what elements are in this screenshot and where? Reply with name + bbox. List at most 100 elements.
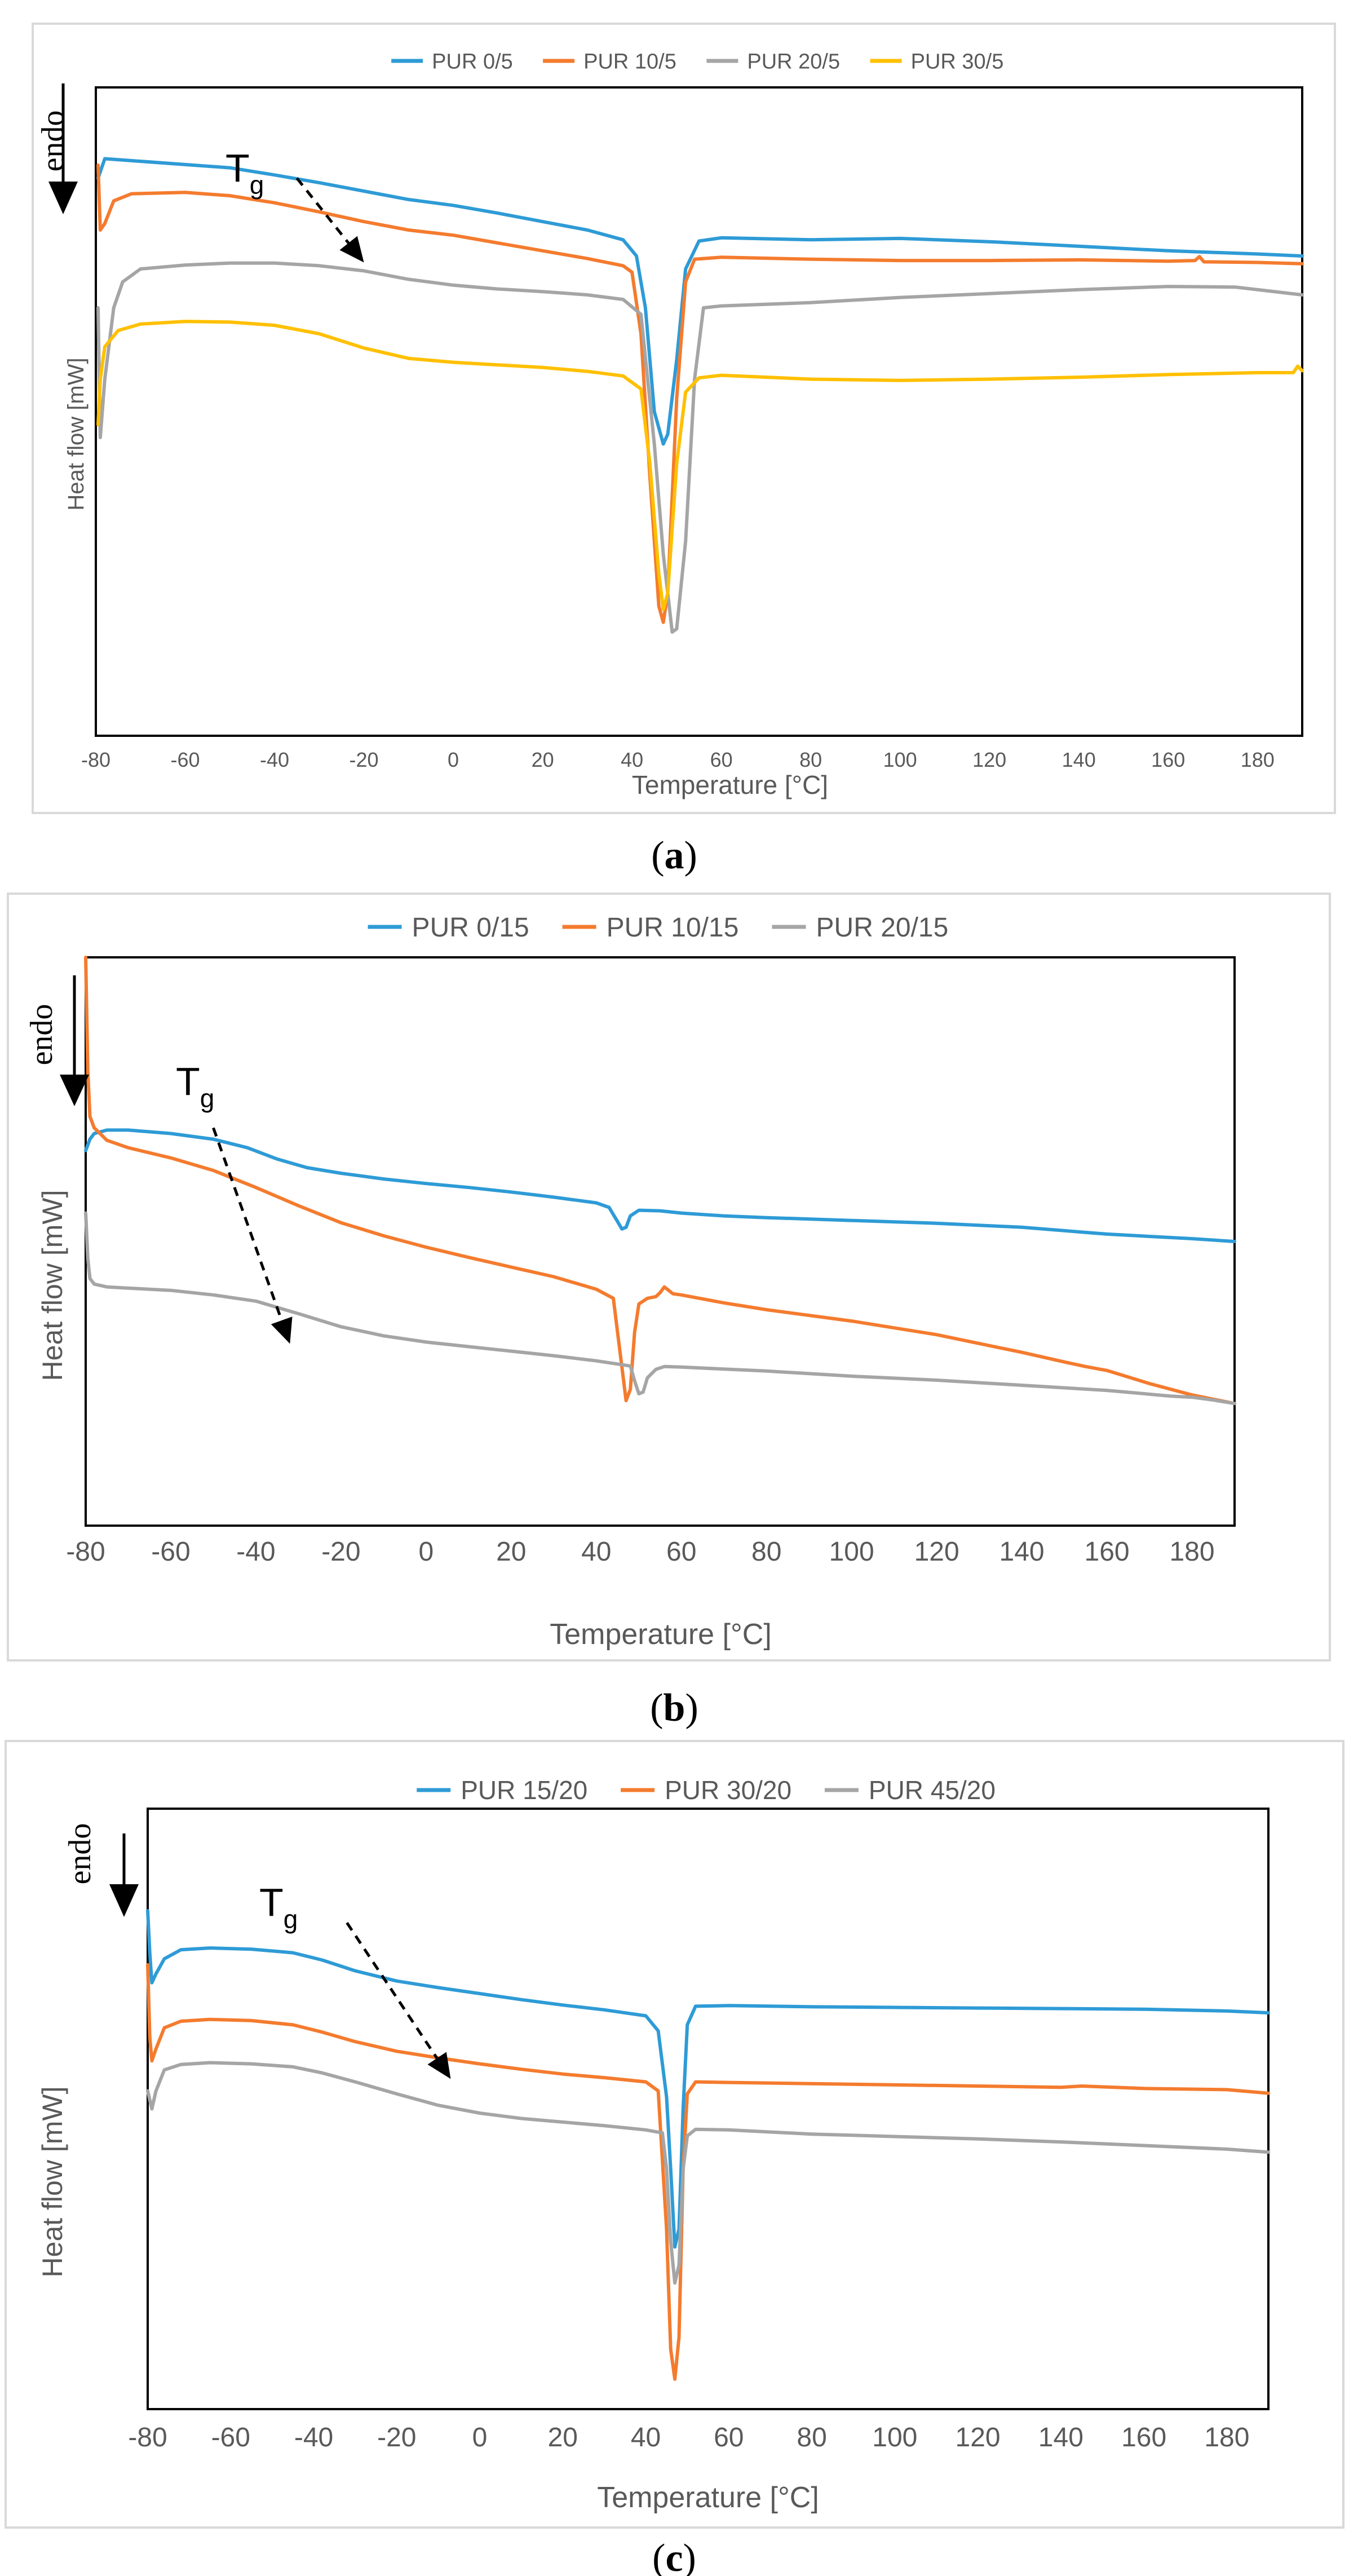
chart-c-x-tick-label: 0 xyxy=(472,2423,488,2453)
chart-c-x-tick-label: -40 xyxy=(294,2423,333,2453)
chart-b-x-tick-label: 80 xyxy=(751,1537,781,1567)
chart-a-x-axis-label: Temperature [°C] xyxy=(632,770,828,799)
caption-c-letter: c xyxy=(665,2537,683,2576)
chart-b-x-tick-label: 160 xyxy=(1085,1537,1130,1567)
chart-b-x-tick-label: 40 xyxy=(581,1537,611,1567)
chart-b-x-tick-label: 60 xyxy=(666,1537,696,1567)
chart-b-x-tick-label: -60 xyxy=(151,1537,190,1567)
chart-b-series-line-3 xyxy=(84,1211,1236,1406)
chart-a-plot-area xyxy=(95,86,1303,737)
chart-c-tg-label: Tg xyxy=(259,1880,298,1934)
chart-c-plot-area xyxy=(147,1808,1270,2410)
chart-c-endo-marker: endo xyxy=(63,1823,139,1917)
chart-b-endo-arrow-head xyxy=(60,1075,89,1106)
chart-b-plot-area xyxy=(85,956,1236,1527)
chart-b-x-tick-label: -20 xyxy=(321,1537,360,1567)
chart-c-series-line-1 xyxy=(146,1909,1270,2249)
chart-c-y-axis-label: Heat flow [mW] xyxy=(37,2087,68,2278)
chart-a-x-tick-label: 180 xyxy=(1241,748,1275,771)
chart-a-endo-label: endo xyxy=(36,111,70,172)
chart-c-x-tick-label: 40 xyxy=(631,2423,661,2453)
chart-b-tg-arrow-line xyxy=(212,1127,283,1321)
chart-a-x-tick-label: 100 xyxy=(883,748,917,771)
chart-b-y-axis-label: Heat flow [mW] xyxy=(37,1190,68,1381)
chart-c-tg-subscript: g xyxy=(284,1905,298,1934)
chart-a-x-tick-label: 80 xyxy=(799,748,822,771)
chart-c-x-tick-label: 80 xyxy=(797,2423,826,2453)
panel-a: -80 -60 -40 -20 0 20 40 60 80 100 120 140 160 180 PUR… xyxy=(32,23,1336,877)
chart-c-legend-label-1: PUR 15/20 xyxy=(461,1775,587,1805)
chart-b-x-tick-label: 100 xyxy=(829,1537,874,1567)
chart-a-x-tick-label: -20 xyxy=(350,748,379,771)
chart-a-x-tick-label: 40 xyxy=(621,748,643,771)
chart-c-x-tick-label: 160 xyxy=(1121,2423,1166,2453)
chart-c-endo-arrow-head xyxy=(109,1884,139,1917)
chart-c-tg-arrow-line xyxy=(346,1921,439,2059)
chart-c-series-line-2 xyxy=(146,1963,1270,2381)
chart-a-x-tick-label: 140 xyxy=(1062,748,1096,771)
chart-a-legend-label-3: PUR 20/5 xyxy=(747,50,840,73)
caption-b-letter: b xyxy=(664,1686,685,1730)
chart-b-x-tick-label: 140 xyxy=(999,1537,1045,1567)
chart-b-endo-label: endo xyxy=(24,1004,59,1066)
chart-b-x-tick-label: 0 xyxy=(419,1537,434,1567)
chart-a-x-tick-label: 0 xyxy=(448,748,459,771)
chart-b-tg-arrow-head xyxy=(271,1316,293,1344)
chart-c-x-tick-label: 140 xyxy=(1038,2423,1083,2453)
chart-b-tg-label: Tg xyxy=(176,1059,214,1113)
chart-a-x-tick-label: -60 xyxy=(171,748,200,771)
chart-a-endo-marker: endo xyxy=(36,83,78,214)
chart-c-x-tick-label: -60 xyxy=(211,2423,250,2453)
chart-b-legend-label-2: PUR 10/15 xyxy=(607,913,739,943)
chart-a-x-tick-label: 160 xyxy=(1151,748,1185,771)
chart-c-tg-main: T xyxy=(259,1880,284,1924)
chart-b-legend-label-1: PUR 0/15 xyxy=(412,913,529,943)
chart-c-x-tick-label: -80 xyxy=(128,2423,167,2453)
chart-a-tg-subscript: g xyxy=(250,170,264,200)
chart-b-x-tick-label: -80 xyxy=(66,1537,105,1567)
chart-a-endo-arrow-head xyxy=(48,182,78,214)
chart-a-x-tick-label: -40 xyxy=(260,748,289,771)
chart-c-tg-arrow-head xyxy=(427,2052,451,2079)
chart-a-series-line-2 xyxy=(96,164,1304,624)
chart-a-series-line-1 xyxy=(96,157,1304,446)
chart-c-series-line-3 xyxy=(146,2061,1270,2285)
chart-b-tg-subscript: g xyxy=(200,1084,215,1113)
chart-b-x-tick-label: 120 xyxy=(914,1537,959,1567)
chart-b-series-line-2 xyxy=(84,956,1236,1406)
caption-b: (b) xyxy=(650,1686,698,1730)
panel-b: -80 -60 -40 -20 0 20 40 60 80 100 120 140 160 180 PUR… xyxy=(7,892,1331,1730)
chart-a-x-tick-label: 120 xyxy=(972,748,1006,771)
chart-a-x-tick-label: 20 xyxy=(532,748,554,771)
panel-c: -80 -60 -40 -20 0 20 40 60 80 100 120 140 160 180 PUR… xyxy=(5,1740,1344,2576)
chart-a-y-axis-label: Heat flow [mW] xyxy=(64,357,89,510)
chart-c-legend-label-3: PUR 45/20 xyxy=(869,1775,996,1805)
chart-a-tg-arrow-head xyxy=(339,236,364,263)
chart-a-legend-label-1: PUR 0/5 xyxy=(432,50,513,73)
chart-c-endo-label: endo xyxy=(63,1823,98,1885)
chart-c-legend-label-2: PUR 30/20 xyxy=(665,1775,791,1805)
caption-a: (a) xyxy=(651,834,697,877)
chart-c-x-axis-label: Temperature [°C] xyxy=(597,2481,819,2514)
caption-c: (c) xyxy=(652,2537,696,2576)
chart-a-legend-label-2: PUR 10/5 xyxy=(583,50,676,73)
chart-b-tg-main: T xyxy=(176,1059,200,1103)
chart-c-x-tick-label: 20 xyxy=(548,2423,578,2453)
chart-a-tg-arrow-line xyxy=(295,177,350,244)
chart-a-series-line-3 xyxy=(96,261,1304,634)
chart-b-series-line-1 xyxy=(84,1128,1236,1243)
chart-b-legend-label-3: PUR 20/15 xyxy=(816,913,949,943)
chart-a-x-tick-label: -80 xyxy=(81,748,110,771)
chart-a-tg-label: Tg xyxy=(225,146,264,200)
chart-b-x-tick-label: 180 xyxy=(1169,1537,1214,1567)
caption-a-letter: a xyxy=(665,834,684,877)
chart-c-x-tick-label: 60 xyxy=(714,2423,744,2453)
chart-c-x-tick-label: 100 xyxy=(872,2423,917,2453)
chart-a-x-tick-label: 60 xyxy=(710,748,733,771)
chart-b-endo-marker: endo xyxy=(24,975,89,1106)
chart-b-x-tick-label: 20 xyxy=(496,1537,526,1567)
chart-c-x-tick-label: 120 xyxy=(956,2423,1001,2453)
chart-b-x-axis-label: Temperature [°C] xyxy=(550,1618,772,1651)
chart-a-tg-main: T xyxy=(225,146,250,190)
